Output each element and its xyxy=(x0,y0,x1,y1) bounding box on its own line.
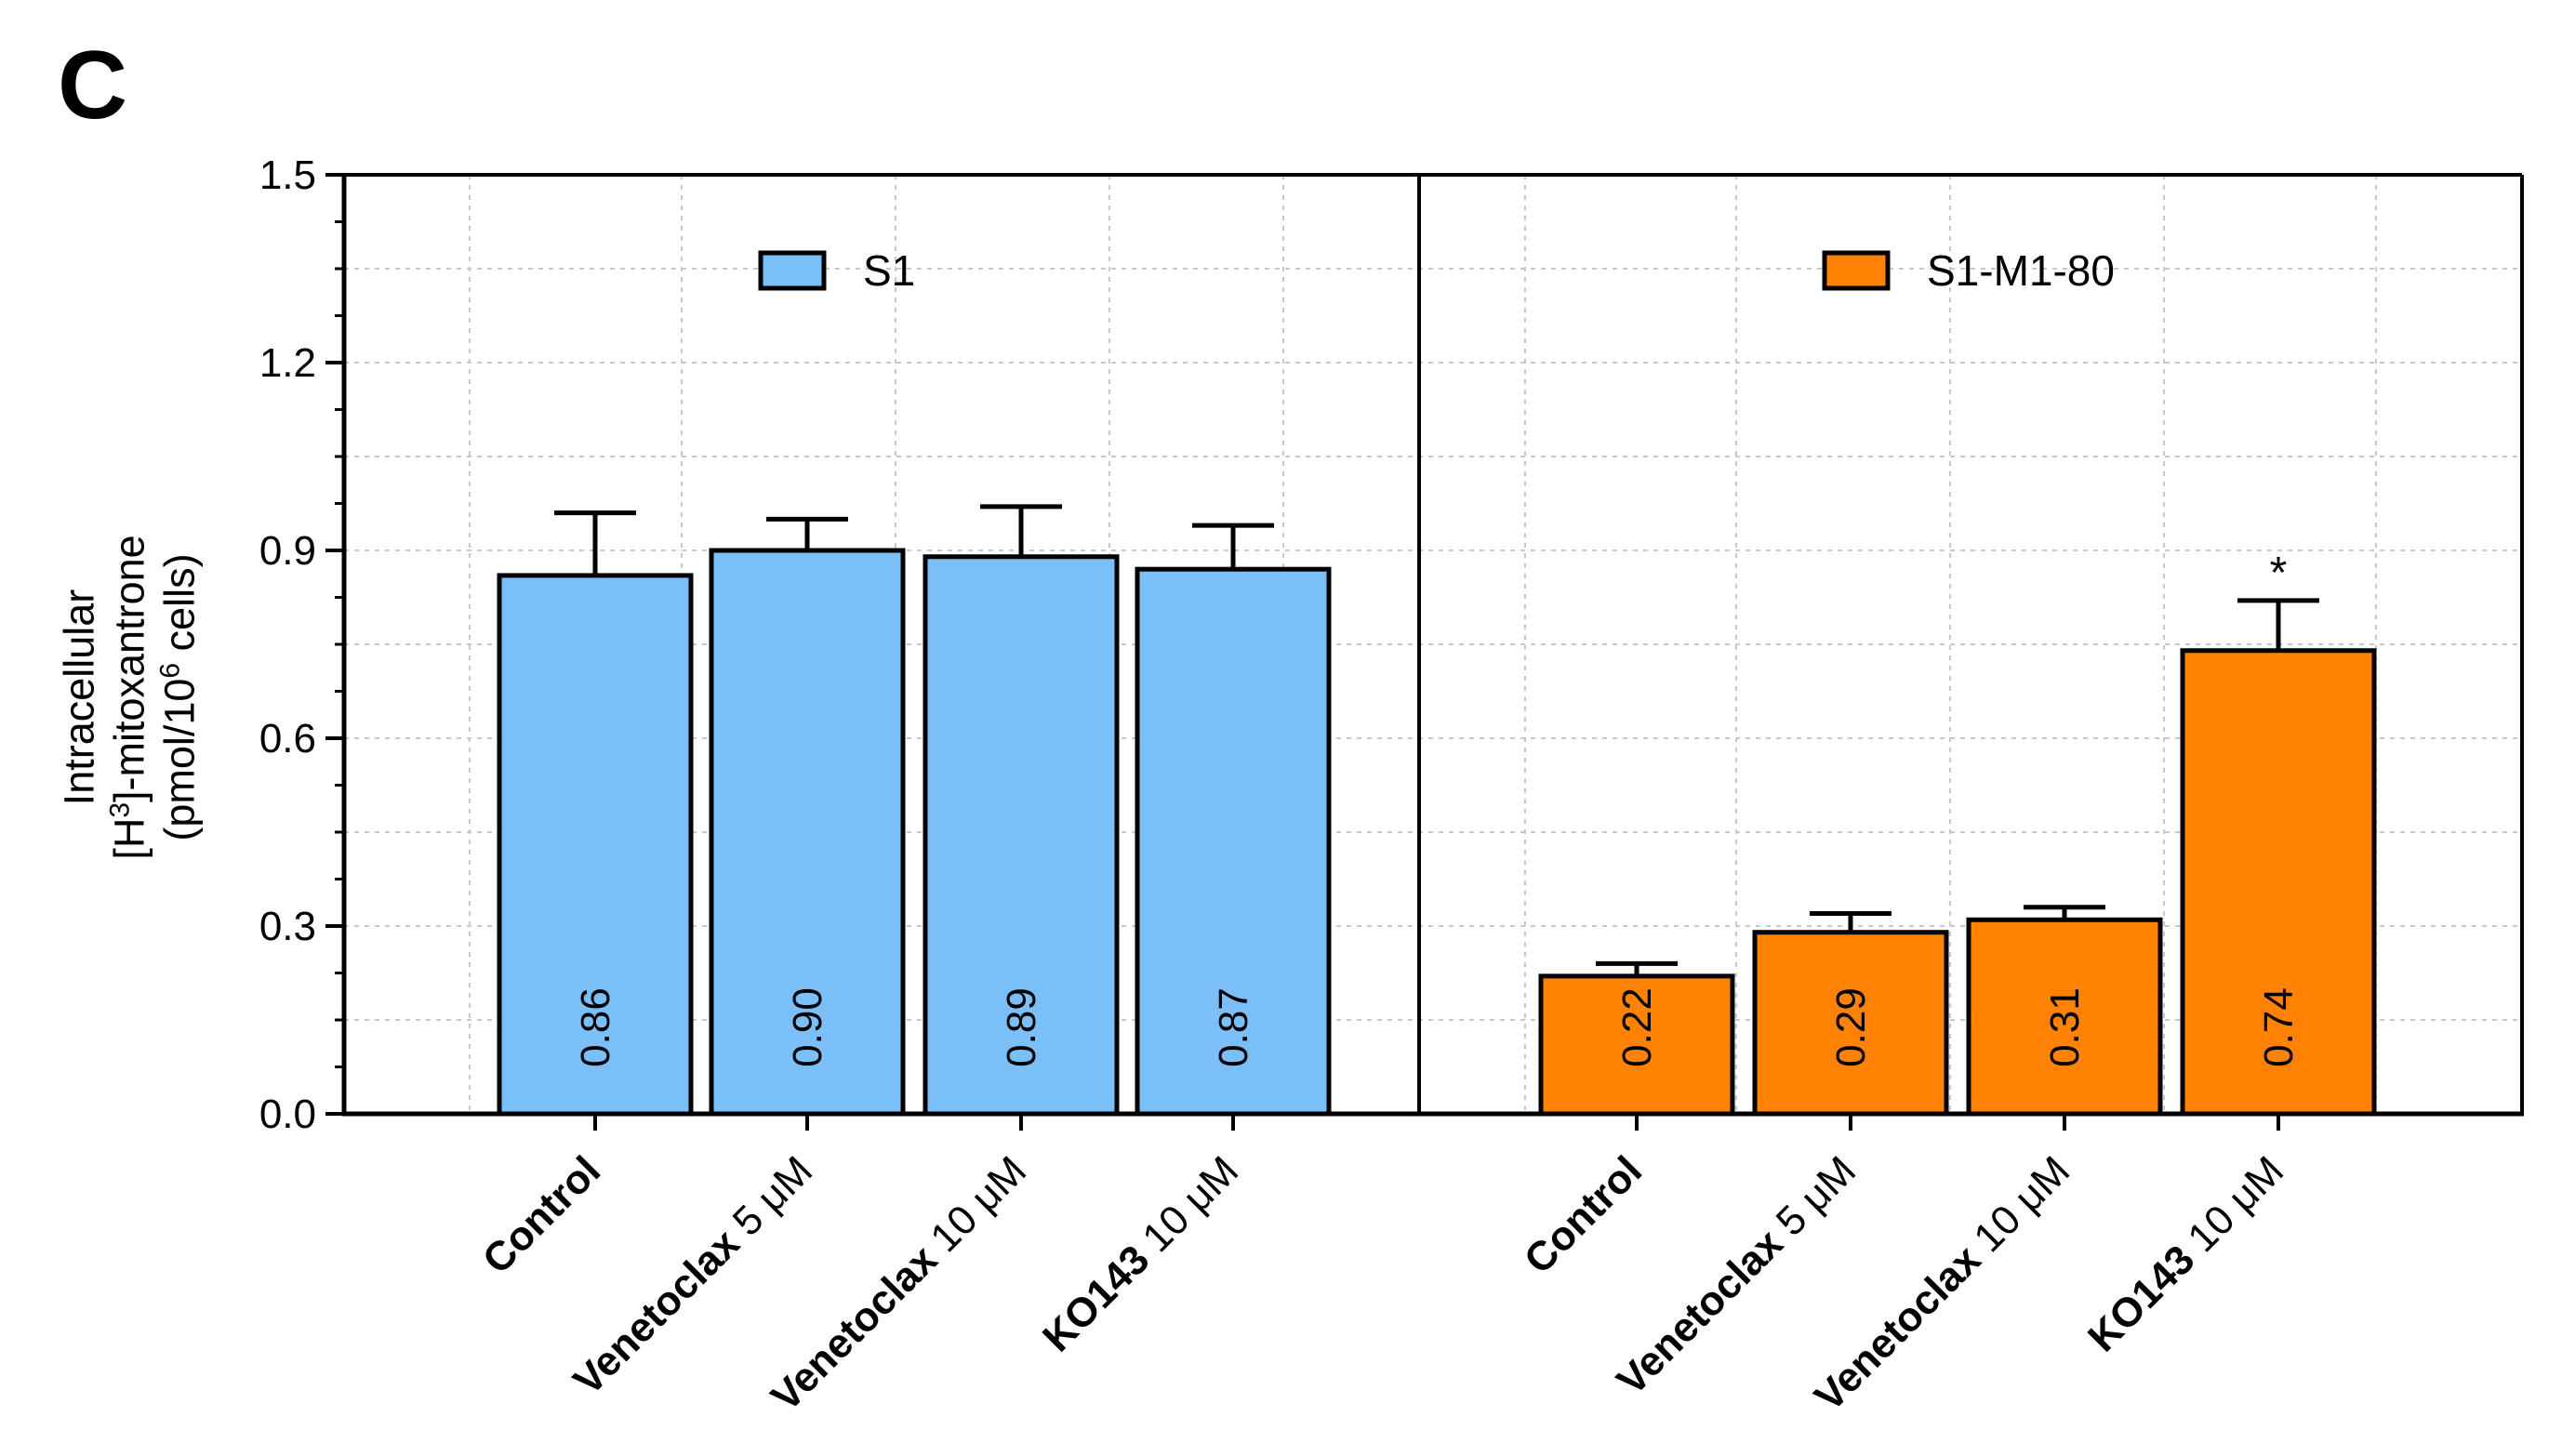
x-tick-label: KO143 10 μM xyxy=(1034,1147,1247,1360)
bar-value-label: 0.87 xyxy=(1211,987,1256,1067)
bar xyxy=(1538,973,1735,1117)
x-tick-label-bold: KO143 xyxy=(2079,1237,2203,1360)
bar xyxy=(1752,930,1949,1117)
x-tick-label-bold: Venetoclax xyxy=(763,1237,947,1421)
x-tick-label-rest: 10 μM xyxy=(1958,1147,2078,1268)
y-axis-label-line-1: Intracellular xyxy=(56,589,103,806)
x-tick-label-bold: Venetoclax xyxy=(564,1220,749,1404)
x-tick-label-rest: 5 μM xyxy=(1759,1147,1865,1252)
bar-value-label: 0.29 xyxy=(1828,987,1874,1067)
bar-value-label: 0.89 xyxy=(999,987,1044,1067)
x-tick-label-bold: Venetoclax xyxy=(1806,1237,1990,1421)
panel-1: 0.86 Control 0.90 Venetoclax 5 μM 0.89 Veneto… xyxy=(474,246,1332,1421)
x-tick-label-rest: 10 μM xyxy=(914,1147,1035,1268)
significance-marker: * xyxy=(2270,549,2288,598)
x-tick-label: KO143 10 μM xyxy=(2079,1147,2292,1360)
bar xyxy=(1135,566,1332,1117)
bar-value-label: 0.74 xyxy=(2256,987,2302,1067)
legend-swatch xyxy=(758,250,827,291)
bar xyxy=(497,573,694,1117)
x-tick-label: Control xyxy=(1516,1147,1651,1282)
x-tick-label-rest: 10 μM xyxy=(2171,1147,2292,1268)
y-tick-label: 0.3 xyxy=(259,904,316,949)
y-tick-label: 1.2 xyxy=(259,340,316,386)
y-axis-label-line-3: (pmol/106 cells) xyxy=(155,553,204,841)
y-tick-label: 0.9 xyxy=(259,528,316,574)
x-tick-label-rest: 5 μM xyxy=(716,1147,821,1252)
bar xyxy=(1966,917,2163,1117)
y-axis-label: Intracellular [H3]-mitoxantrone (pmol/10… xyxy=(37,274,223,1120)
y-tick-label: 1.5 xyxy=(259,152,316,198)
bar-value-label: 0.22 xyxy=(1614,987,1660,1067)
bar xyxy=(709,548,906,1117)
x-tick-label-bold: Control xyxy=(474,1147,609,1282)
x-tick-label: Venetoclax 5 μM xyxy=(564,1147,821,1404)
bar xyxy=(923,554,1120,1117)
x-tick-label-rest: 10 μM xyxy=(1126,1147,1247,1268)
bar-value-label: 0.90 xyxy=(785,987,830,1067)
legend-swatch xyxy=(1822,250,1891,291)
x-tick-label: Control xyxy=(474,1147,609,1282)
bar xyxy=(2180,648,2377,1117)
y-tick-label: 0.0 xyxy=(259,1092,316,1137)
bar-value-label: 0.86 xyxy=(573,987,618,1067)
panel-letter: C xyxy=(58,32,128,139)
legend-label: S1-M1-80 xyxy=(1927,246,2115,295)
x-tick-label-bold: KO143 xyxy=(1034,1237,1158,1360)
bar-value-label: 0.31 xyxy=(2042,987,2088,1067)
panel-2: 0.22 Control 0.29 Venetoclax 5 μM 0.31 Veneto… xyxy=(1516,246,2377,1421)
axes: 0.0 0.3 0.6 0.9 1.2 1.5 xyxy=(259,152,2524,1137)
legend-label: S1 xyxy=(863,246,915,295)
x-tick-label-bold: Control xyxy=(1516,1147,1651,1282)
x-tick-label: Venetoclax 5 μM xyxy=(1608,1147,1865,1404)
x-tick-label-bold: Venetoclax xyxy=(1608,1220,1792,1404)
y-tick-label: 0.6 xyxy=(259,716,316,761)
y-axis-label-line-2: [H3]-mitoxantrone xyxy=(105,535,153,860)
